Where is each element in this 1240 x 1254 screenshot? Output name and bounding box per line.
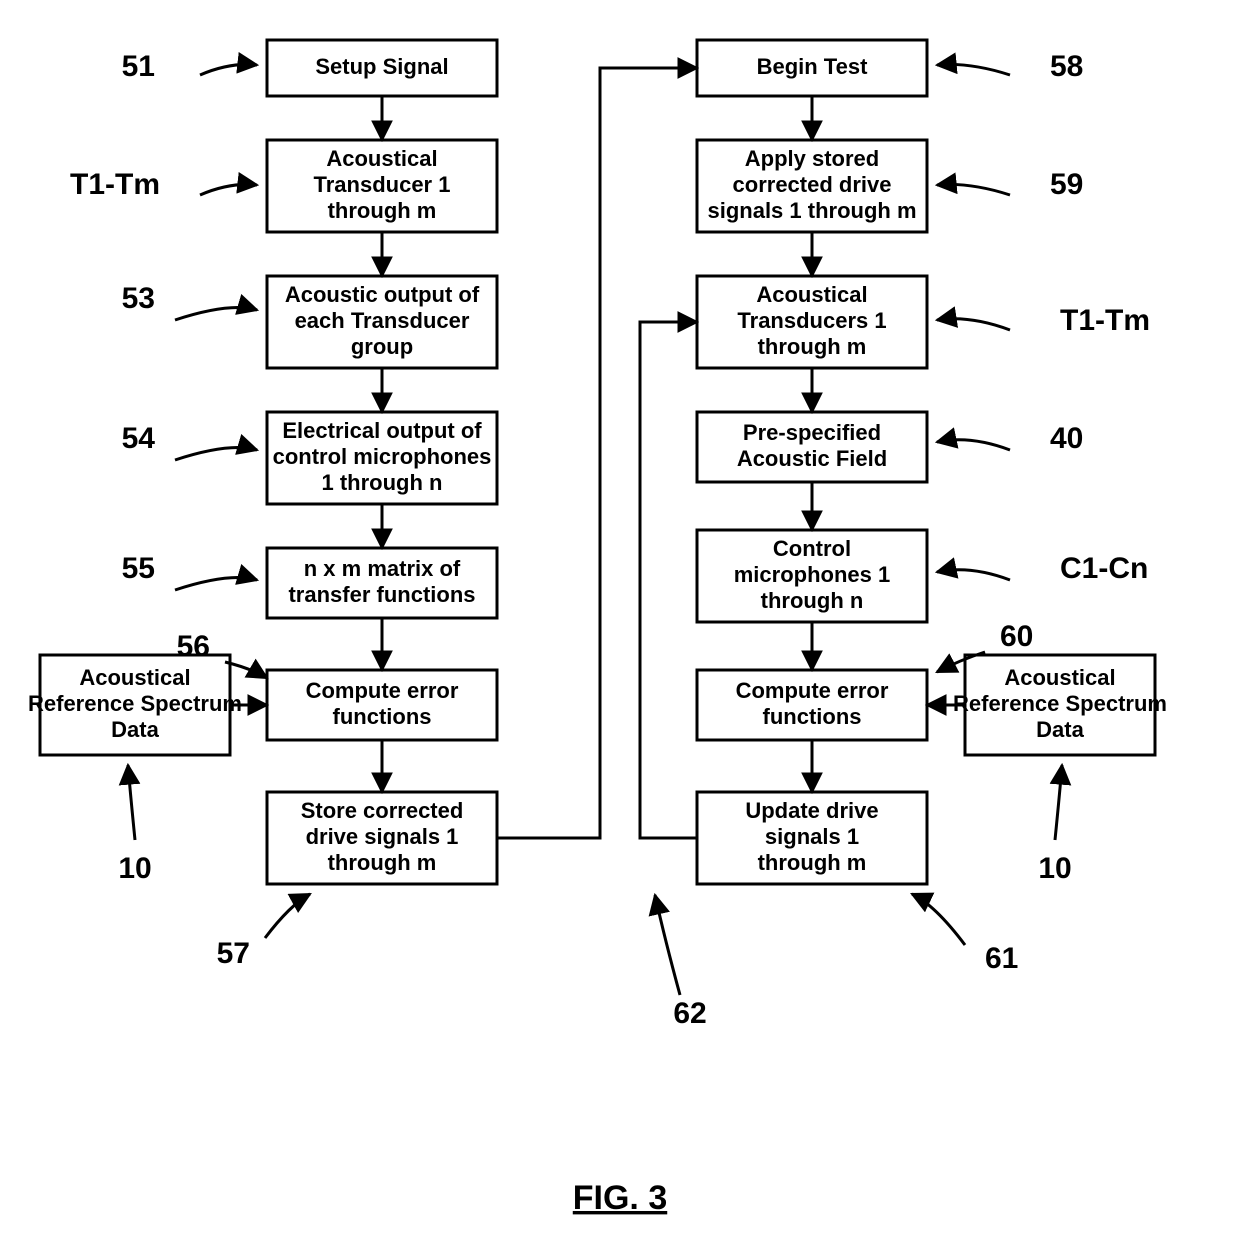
svg-text:Acoustical: Acoustical bbox=[756, 282, 867, 307]
svg-text:Electrical output of: Electrical output of bbox=[282, 418, 482, 443]
svg-text:Acoustical: Acoustical bbox=[79, 665, 190, 690]
ref-label-53: 53 bbox=[122, 282, 155, 315]
svg-text:through m: through m bbox=[758, 850, 867, 875]
ref-label-40: 40 bbox=[1050, 422, 1083, 455]
svg-text:signals 1: signals 1 bbox=[765, 824, 859, 849]
svg-text:n x m matrix of: n x m matrix of bbox=[304, 556, 461, 581]
flow-node-r5: Controlmicrophones 1through n bbox=[697, 530, 927, 622]
svg-text:through n: through n bbox=[761, 588, 864, 613]
flow-node-l2: AcousticalTransducer 1through m bbox=[267, 140, 497, 232]
ref-label-59: 59 bbox=[1050, 168, 1083, 201]
ref-label-61: 61 bbox=[985, 942, 1018, 975]
svg-text:functions: functions bbox=[763, 704, 862, 729]
flow-node-l3: Acoustic output ofeach Transducergroup bbox=[267, 276, 497, 368]
ref-arrow-54 bbox=[175, 448, 257, 460]
svg-text:through m: through m bbox=[758, 334, 867, 359]
svg-text:drive signals 1: drive signals 1 bbox=[306, 824, 459, 849]
ref-arrow-T1-Tm bbox=[200, 184, 257, 195]
svg-text:Reference Spectrum: Reference Spectrum bbox=[953, 691, 1167, 716]
svg-text:Data: Data bbox=[1036, 717, 1084, 742]
ref-label-51: 51 bbox=[122, 50, 155, 83]
ref-label-10: 10 bbox=[118, 852, 151, 885]
svg-text:through m: through m bbox=[328, 850, 437, 875]
ref-label-57: 57 bbox=[217, 937, 250, 970]
flow-node-la: AcousticalReference SpectrumData bbox=[28, 655, 242, 755]
svg-text:Apply stored: Apply stored bbox=[745, 146, 879, 171]
svg-text:Transducer 1: Transducer 1 bbox=[314, 172, 451, 197]
ref-label-T1-Tm: T1-Tm bbox=[70, 168, 160, 201]
svg-text:Pre-specified: Pre-specified bbox=[743, 420, 881, 445]
ref-arrow-40 bbox=[937, 440, 1010, 450]
svg-text:transfer functions: transfer functions bbox=[288, 582, 475, 607]
ref-arrow-61 bbox=[912, 894, 965, 945]
svg-text:Acoustic Field: Acoustic Field bbox=[737, 446, 887, 471]
ref-arrow-55 bbox=[175, 578, 257, 590]
ref-label-54: 54 bbox=[122, 422, 156, 455]
svg-text:Setup Signal: Setup Signal bbox=[315, 54, 448, 79]
svg-text:each Transducer: each Transducer bbox=[295, 308, 470, 333]
svg-text:Compute error: Compute error bbox=[306, 678, 459, 703]
flow-node-ra: AcousticalReference SpectrumData bbox=[953, 655, 1167, 755]
flow-node-r6: Compute errorfunctions bbox=[697, 670, 927, 740]
flow-node-r1: Begin Test bbox=[697, 40, 927, 96]
svg-text:Acoustical: Acoustical bbox=[326, 146, 437, 171]
svg-text:corrected drive: corrected drive bbox=[733, 172, 892, 197]
flow-node-l6: Compute errorfunctions bbox=[267, 670, 497, 740]
flow-node-l7: Store correcteddrive signals 1through m bbox=[267, 792, 497, 884]
flow-node-l4: Electrical output ofcontrol microphones1… bbox=[267, 412, 497, 504]
edge-R7-R3 bbox=[640, 322, 697, 838]
svg-text:Data: Data bbox=[111, 717, 159, 742]
flow-node-r4: Pre-specifiedAcoustic Field bbox=[697, 412, 927, 482]
svg-text:Compute error: Compute error bbox=[736, 678, 889, 703]
ref-arrow-10 bbox=[128, 765, 135, 840]
svg-text:signals 1 through m: signals 1 through m bbox=[707, 198, 916, 223]
svg-text:Acoustic output of: Acoustic output of bbox=[285, 282, 480, 307]
ref-arrow-57 bbox=[265, 894, 310, 938]
svg-text:Control: Control bbox=[773, 536, 851, 561]
flow-node-r3: AcousticalTransducers 1through m bbox=[697, 276, 927, 368]
ref-label-C1-Cn: C1-Cn bbox=[1060, 552, 1148, 585]
figure-caption: FIG. 3 bbox=[573, 1179, 667, 1217]
ref-arrow-58 bbox=[937, 64, 1010, 75]
svg-text:Transducers 1: Transducers 1 bbox=[737, 308, 886, 333]
svg-text:Acoustical: Acoustical bbox=[1004, 665, 1115, 690]
ref-arrow-10 bbox=[1055, 765, 1062, 840]
ref-arrow-C1-Cn bbox=[937, 570, 1010, 580]
flow-node-r2: Apply storedcorrected drivesignals 1 thr… bbox=[697, 140, 927, 232]
ref-label-56: 56 bbox=[177, 630, 210, 663]
svg-text:1 through n: 1 through n bbox=[322, 470, 443, 495]
svg-text:through m: through m bbox=[328, 198, 437, 223]
svg-text:Reference Spectrum: Reference Spectrum bbox=[28, 691, 242, 716]
ref-arrow-59 bbox=[937, 184, 1010, 195]
ref-arrow-51 bbox=[200, 64, 257, 75]
flow-node-l5: n x m matrix oftransfer functions bbox=[267, 548, 497, 618]
ref-label-55: 55 bbox=[122, 552, 155, 585]
flow-node-r7: Update drivesignals 1through m bbox=[697, 792, 927, 884]
ref-arrow-T1-Tm bbox=[937, 319, 1010, 330]
svg-text:functions: functions bbox=[333, 704, 432, 729]
svg-text:control microphones: control microphones bbox=[273, 444, 492, 469]
ref-label-10: 10 bbox=[1038, 852, 1071, 885]
svg-text:Store corrected: Store corrected bbox=[301, 798, 464, 823]
svg-text:microphones 1: microphones 1 bbox=[734, 562, 890, 587]
ref-label-60: 60 bbox=[1000, 620, 1033, 653]
ref-label-T1-Tm: T1-Tm bbox=[1060, 304, 1150, 337]
svg-text:Begin Test: Begin Test bbox=[757, 54, 869, 79]
ref-arrow-62 bbox=[655, 895, 680, 995]
svg-text:Update drive: Update drive bbox=[745, 798, 878, 823]
svg-text:group: group bbox=[351, 334, 413, 359]
ref-label-58: 58 bbox=[1050, 50, 1083, 83]
ref-label-62: 62 bbox=[673, 997, 706, 1030]
edge-L7-R1 bbox=[497, 68, 697, 838]
ref-arrow-53 bbox=[175, 308, 257, 320]
flow-node-l1: Setup Signal bbox=[267, 40, 497, 96]
